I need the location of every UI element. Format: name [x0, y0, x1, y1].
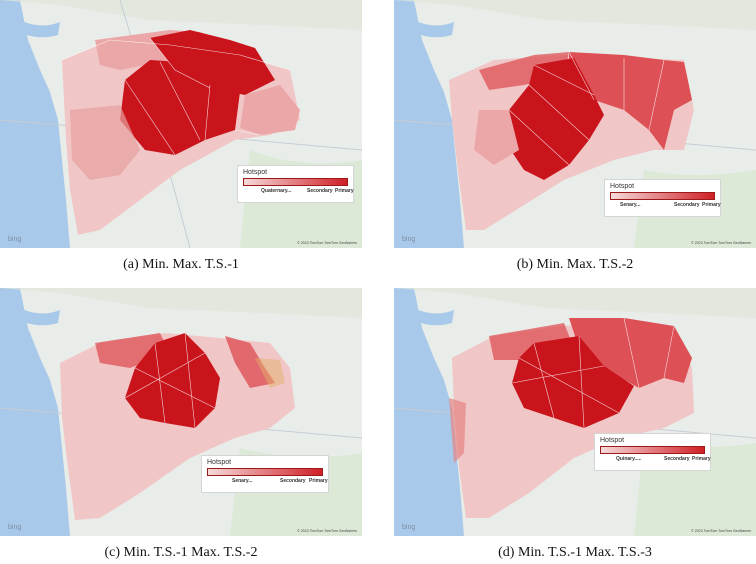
map-panel-c[interactable]: Hotspot Senary... Secondary Primary bing… [0, 288, 362, 536]
map-copyright: © 2023 TomTom TomTom GeoNames [691, 241, 751, 245]
map-a[interactable] [0, 0, 362, 248]
legend-color-bar [243, 178, 348, 186]
map-legend: Hotspot Senary... Secondary Primary [604, 179, 721, 217]
bing-logo: bing [8, 236, 22, 243]
caption-c: (c) Min. T.S.-1 Max. T.S.-2 [104, 545, 258, 560]
map-panel-a[interactable]: Hotspot Quaternary... Secondary Primary … [0, 0, 362, 248]
legend-color-bar [207, 468, 323, 476]
map-copyright: © 2023 TomTom TomTom GeoNames [297, 529, 357, 533]
legend-title: Hotspot [600, 437, 625, 444]
map-copyright: © 2023 TomTom TomTom GeoNames [691, 529, 751, 533]
legend-title: Hotspot [610, 183, 635, 190]
legend-label-mid: Secondary [307, 188, 333, 194]
legend-label-low: Senary... [620, 202, 641, 208]
legend-color-bar [610, 192, 715, 200]
legend-label-low: Senary... [232, 478, 253, 484]
map-panel-d[interactable]: Hotspot Quinary..... Secondary Primary b… [394, 288, 756, 536]
bing-logo: bing [8, 524, 22, 531]
legend-color-bar [600, 446, 705, 454]
legend-label-high: Primary [692, 456, 711, 462]
caption-b: (b) Min. Max. T.S.-2 [516, 257, 634, 272]
map-copyright: © 2023 TomTom TomTom GeoNames [297, 241, 357, 245]
map-c[interactable] [0, 288, 362, 536]
legend-label-high: Primary [702, 202, 721, 208]
legend-label-mid: Secondary [664, 456, 690, 462]
caption-a: (a) Min. Max. T.S.-1 [123, 257, 239, 272]
legend-label-mid: Secondary [280, 478, 306, 484]
map-legend: Hotspot Senary... Secondary Primary [201, 455, 329, 493]
legend-label-low: Quinary..... [616, 456, 642, 462]
legend-title: Hotspot [207, 459, 232, 466]
map-legend: Hotspot Quaternary... Secondary Primary [237, 165, 354, 203]
map-legend: Hotspot Quinary..... Secondary Primary [594, 433, 711, 471]
legend-title: Hotspot [243, 169, 268, 176]
legend-label-mid: Secondary [674, 202, 700, 208]
bing-logo: bing [402, 524, 416, 531]
map-d[interactable] [394, 288, 756, 536]
caption-d: (d) Min. T.S.-1 Max. T.S.-3 [498, 545, 652, 560]
map-panel-b[interactable]: Hotspot Senary... Secondary Primary bing… [394, 0, 756, 248]
bing-logo: bing [402, 236, 416, 243]
legend-label-high: Primary [309, 478, 328, 484]
legend-label-low: Quaternary... [261, 188, 292, 194]
legend-label-high: Primary [335, 188, 354, 194]
